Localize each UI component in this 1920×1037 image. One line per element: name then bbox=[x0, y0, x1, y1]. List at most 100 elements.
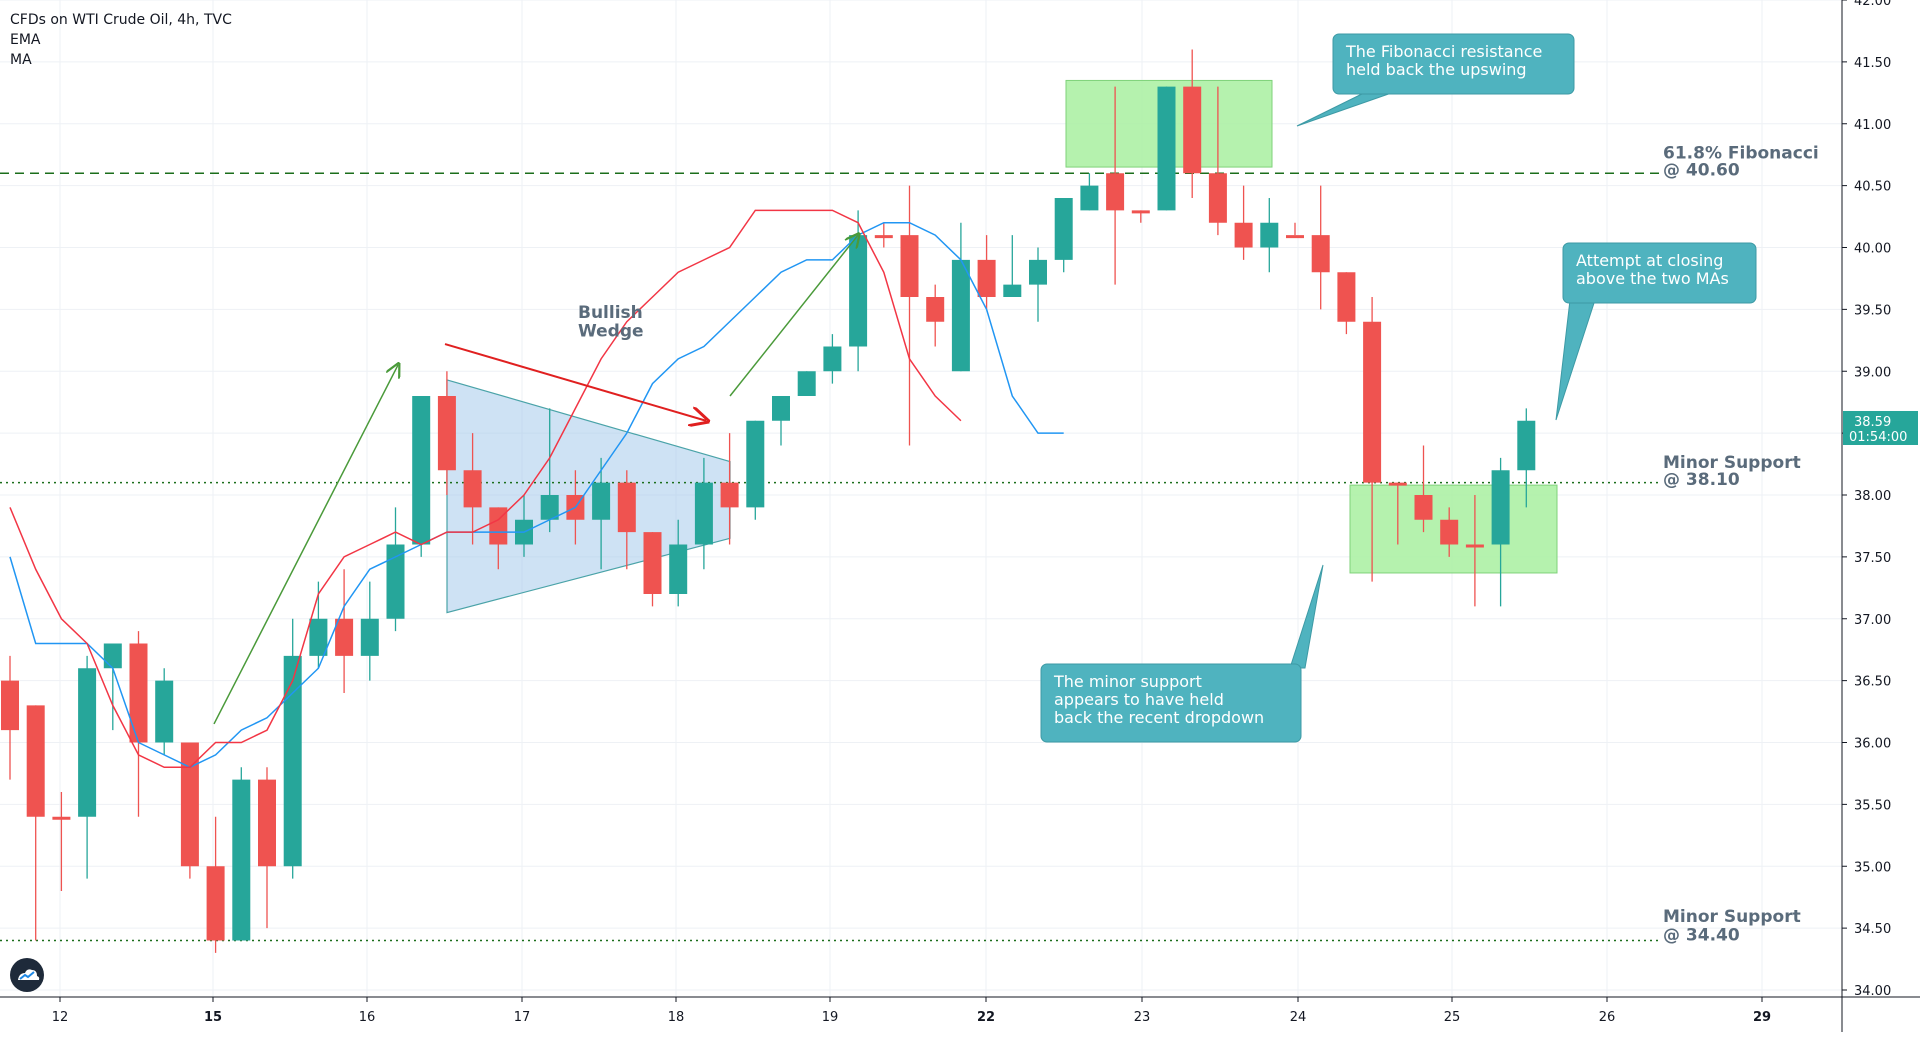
candle-body bbox=[1003, 284, 1022, 297]
candle-body bbox=[951, 259, 970, 372]
callout-text: held back the upswing bbox=[1346, 60, 1527, 79]
candle bbox=[1388, 482, 1407, 545]
y-tick-label: 36.50 bbox=[1854, 675, 1891, 690]
candle-body bbox=[1183, 86, 1202, 174]
candle bbox=[463, 433, 482, 545]
y-tick-label: 34.50 bbox=[1854, 922, 1891, 937]
callout-tail bbox=[1296, 89, 1401, 127]
candle bbox=[180, 742, 199, 879]
candle-body bbox=[746, 420, 765, 508]
wedge-label: Bullish bbox=[578, 303, 643, 323]
candle-body bbox=[1131, 210, 1150, 214]
candle-body bbox=[772, 396, 790, 421]
y-tick-label: 41.50 bbox=[1854, 56, 1891, 71]
candle bbox=[694, 457, 713, 570]
candle-body bbox=[1465, 544, 1484, 548]
candle-body bbox=[180, 742, 199, 867]
callout-tail bbox=[1289, 564, 1324, 669]
candle-body bbox=[309, 618, 328, 656]
candle-body bbox=[1, 680, 19, 731]
candle-body bbox=[849, 235, 868, 347]
x-tick-label: 19 bbox=[822, 1010, 839, 1025]
candle bbox=[1260, 198, 1279, 273]
candle-body bbox=[1337, 272, 1356, 322]
x-tick-label: 25 bbox=[1444, 1010, 1461, 1025]
candle bbox=[772, 396, 790, 446]
candle-body bbox=[1491, 470, 1510, 545]
candle bbox=[155, 668, 174, 755]
y-tick-label: 35.00 bbox=[1854, 860, 1891, 875]
candle-body bbox=[360, 618, 379, 656]
candle bbox=[1003, 235, 1022, 297]
candle bbox=[335, 569, 354, 693]
y-tick-label: 39.00 bbox=[1854, 365, 1891, 380]
support-value: @ 38.10 bbox=[1663, 470, 1740, 490]
candle bbox=[1131, 210, 1150, 223]
callout-text: Attempt at closing bbox=[1576, 251, 1723, 270]
candle-body bbox=[1440, 519, 1459, 545]
x-tick-label: 12 bbox=[52, 1010, 69, 1025]
candle-body bbox=[1080, 185, 1099, 211]
legend-title: CFDs on WTI Crude Oil, 4h, TVC bbox=[10, 12, 232, 28]
candle bbox=[1414, 445, 1433, 533]
candle bbox=[720, 433, 739, 545]
candle bbox=[669, 519, 688, 607]
candle bbox=[617, 470, 636, 570]
candle-body bbox=[232, 779, 251, 941]
callout-text: The Fibonacci resistance bbox=[1345, 42, 1542, 61]
candle-body bbox=[463, 470, 482, 508]
x-tick-label: 22 bbox=[977, 1010, 995, 1025]
tradingview-logo-icon[interactable] bbox=[10, 958, 44, 992]
candle bbox=[874, 222, 893, 248]
candle-body bbox=[489, 507, 508, 545]
candle bbox=[746, 420, 765, 520]
candle bbox=[386, 507, 405, 632]
callout-text: The minor support bbox=[1053, 672, 1202, 691]
candle bbox=[1465, 495, 1484, 607]
y-tick-label: 39.50 bbox=[1854, 303, 1891, 318]
y-tick-label: 37.00 bbox=[1854, 613, 1891, 628]
price-tag-value: 38.59 bbox=[1854, 415, 1891, 430]
candle bbox=[1491, 457, 1510, 607]
x-tick-label: 29 bbox=[1753, 1010, 1771, 1025]
callout-text: appears to have held bbox=[1054, 690, 1224, 709]
x-tick-label: 24 bbox=[1290, 1010, 1307, 1025]
candle bbox=[977, 235, 996, 310]
grid-lines bbox=[0, 0, 1842, 997]
candle-body bbox=[26, 705, 45, 817]
candle bbox=[232, 767, 251, 941]
candle bbox=[1517, 408, 1536, 508]
trend-arrow-down bbox=[444, 343, 706, 421]
candle-body bbox=[900, 235, 919, 297]
candle-body bbox=[103, 643, 122, 669]
candle bbox=[823, 334, 842, 384]
callout-box bbox=[1332, 33, 1575, 95]
x-tick-label: 23 bbox=[1134, 1010, 1151, 1025]
candle bbox=[103, 643, 122, 731]
candle-body bbox=[129, 643, 148, 743]
y-tick-label: 35.50 bbox=[1854, 798, 1891, 813]
candle bbox=[540, 408, 559, 533]
x-tick-label: 16 bbox=[359, 1010, 376, 1025]
candle-body bbox=[797, 371, 816, 396]
candle-body bbox=[1029, 259, 1047, 285]
candle bbox=[52, 792, 71, 891]
candle-body bbox=[643, 532, 662, 594]
legend-ema: EMA bbox=[10, 32, 41, 48]
y-tick-label: 37.50 bbox=[1854, 551, 1891, 566]
candle bbox=[437, 371, 456, 495]
candle bbox=[1157, 86, 1176, 211]
candle-body bbox=[1234, 222, 1253, 248]
support-label: Minor Support bbox=[1663, 453, 1801, 473]
candle bbox=[1363, 297, 1382, 582]
callout-box bbox=[1562, 242, 1757, 304]
y-tick-label: 42.00 bbox=[1854, 0, 1891, 9]
candle bbox=[900, 185, 919, 446]
candle-body bbox=[1286, 235, 1304, 239]
y-tick-label: 34.00 bbox=[1854, 984, 1891, 999]
